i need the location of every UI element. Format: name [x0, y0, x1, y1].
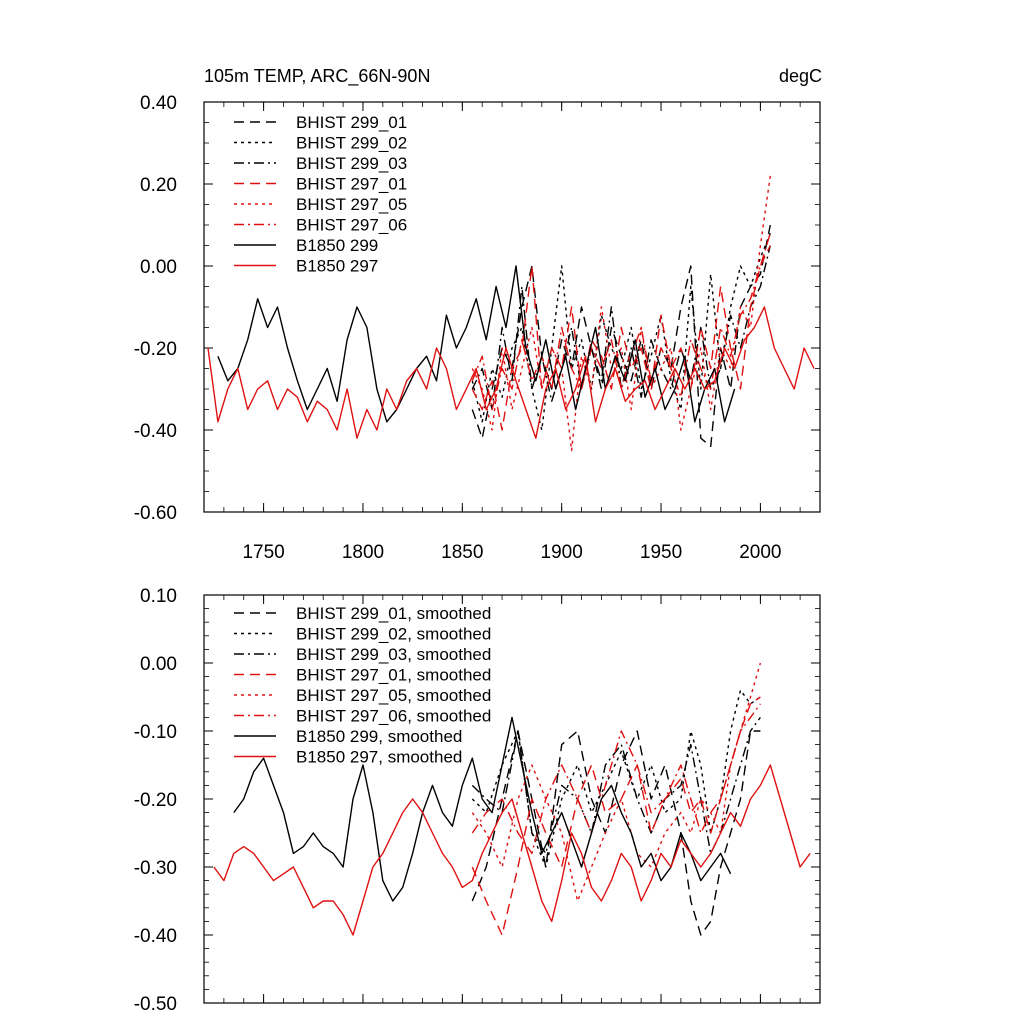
legend-label: BHIST 297_05: [296, 195, 407, 214]
top-series-group: [207, 175, 815, 452]
x-tick-label: 1850: [441, 542, 483, 563]
bottom-legend: BHIST 299_01, smoothed BHIST 299_02, smoo…: [234, 604, 491, 767]
y-tick-label: -0.20: [134, 790, 177, 811]
series-line-3: [471, 245, 771, 431]
bottom-panel: 0.10 0.00 -0.10 -0.20 -0.30 -0.40 -0.50 BHIST …: [134, 586, 821, 1015]
legend-label: BHIST 299_02: [296, 134, 407, 153]
series-line-7: [213, 764, 811, 936]
legend-label: BHIST 297_01, smoothed: [296, 666, 491, 685]
legend-label: BHIST 299_01, smoothed: [296, 604, 491, 623]
y-tick-label: 0.00: [140, 654, 177, 675]
bottom-axis-ticks: 0.10 0.00 -0.10 -0.20 -0.30 -0.40 -0.50: [134, 586, 820, 1015]
legend-label: B1850 297, smoothed: [296, 748, 462, 767]
series-line-4: [471, 175, 771, 452]
x-tick-label: 1800: [342, 542, 384, 563]
legend-label: BHIST 297_06: [296, 216, 407, 235]
legend-label: BHIST 299_02, smoothed: [296, 625, 491, 644]
series-line-5: [471, 232, 771, 411]
legend-label: B1850 297: [296, 257, 378, 276]
top-axis-ticks: 0.40 0.20 0.00 -0.20 -0.40 -0.60 1750 1800 1850 1…: [134, 93, 820, 563]
legend-label: BHIST 299_03: [296, 154, 407, 173]
legend-label: BHIST 297_05, smoothed: [296, 686, 491, 705]
x-tick-label: 1900: [541, 542, 583, 563]
series-line-1: [471, 689, 761, 868]
legend-label: BHIST 297_01: [296, 175, 407, 194]
legend-label: BHIST 299_01: [296, 113, 407, 132]
y-tick-label: -0.30: [134, 858, 177, 879]
series-line-4: [471, 662, 762, 902]
chart-units: degC: [779, 66, 822, 86]
y-tick-label: -0.50: [134, 994, 177, 1015]
x-tick-label: 1750: [242, 542, 284, 563]
legend-label: BHIST 297_06, smoothed: [296, 707, 491, 726]
chart-title: 105m TEMP, ARC_66N-90N: [204, 66, 430, 87]
y-tick-label: 0.20: [140, 175, 177, 196]
series-line-5: [471, 703, 761, 855]
x-tick-label: 1950: [640, 542, 682, 563]
y-tick-label: -0.60: [134, 503, 177, 524]
y-tick-label: 0.00: [140, 257, 177, 278]
y-tick-label: -0.10: [134, 722, 177, 743]
series-line-6: [217, 265, 736, 423]
y-tick-label: 0.10: [140, 586, 177, 607]
legend-label: B1850 299: [296, 236, 378, 255]
legend-label: BHIST 299_03, smoothed: [296, 645, 491, 664]
y-tick-label: 0.40: [140, 93, 177, 114]
series-line-1: [471, 232, 771, 431]
series-line-0: [471, 730, 761, 936]
x-tick-label: 2000: [739, 542, 781, 563]
y-tick-label: -0.40: [134, 421, 177, 442]
series-line-7: [207, 306, 815, 439]
legend-label: B1850 299, smoothed: [296, 727, 462, 746]
y-tick-label: -0.20: [134, 339, 177, 360]
y-tick-label: -0.40: [134, 926, 177, 947]
series-line-6: [233, 716, 732, 902]
bottom-series-group: [213, 662, 811, 936]
top-panel: 105m TEMP, ARC_66N-90N degC 0.40 0.20 0.00…: [134, 66, 822, 563]
